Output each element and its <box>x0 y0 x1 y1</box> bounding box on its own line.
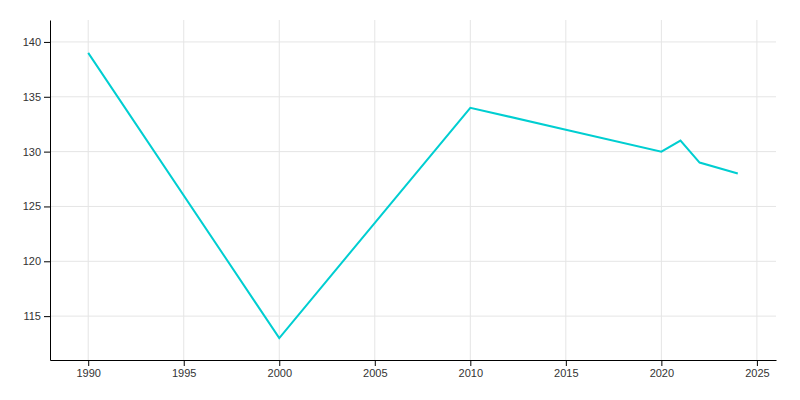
grid-line-x <box>756 20 757 360</box>
grid-line-x <box>661 20 662 360</box>
grid-line-y <box>50 151 776 152</box>
x-tick-mark <box>661 360 662 366</box>
x-tick-mark <box>279 360 280 366</box>
x-tick: 2015 <box>554 360 578 379</box>
x-axis-line <box>51 360 777 361</box>
x-tick-mark <box>88 360 89 366</box>
y-tick: 125 <box>23 200 50 212</box>
x-tick: 1990 <box>76 360 100 379</box>
y-tick: 120 <box>23 255 50 267</box>
grid-line-x <box>279 20 280 360</box>
grid-line-x <box>88 20 89 360</box>
chart-svg: 1990 1995 2000 2005 2010 2015 2020 2025 115 120 12… <box>0 0 800 400</box>
grid-line-y <box>50 206 776 207</box>
y-tick-mark <box>44 206 50 207</box>
grid-line-y <box>50 96 776 97</box>
x-tick-label: 1990 <box>76 367 100 379</box>
marks <box>88 53 738 338</box>
grid-line-x <box>565 20 566 360</box>
x-tick-label: 2005 <box>363 367 387 379</box>
x-tick: 2020 <box>650 360 674 379</box>
y-tick-mark <box>44 97 50 98</box>
grid-line-y <box>50 41 776 42</box>
plot-area: 1990 1995 2000 2005 2010 2015 2020 2025 115 120 12… <box>23 20 777 379</box>
x-tick-label: 2025 <box>745 367 769 379</box>
x-tick: 2000 <box>268 360 292 379</box>
x-tick-label: 2000 <box>268 367 292 379</box>
y-axis: 115 120 125 130 135 140 <box>23 21 51 361</box>
x-tick-mark <box>566 360 567 366</box>
x-tick-label: 2015 <box>554 367 578 379</box>
x-tick-label: 1995 <box>172 367 196 379</box>
y-tick: 140 <box>23 36 50 48</box>
x-tick: 1995 <box>172 360 196 379</box>
x-tick-mark <box>375 360 376 366</box>
x-tick: 2005 <box>363 360 387 379</box>
y-tick-label: 130 <box>23 146 41 158</box>
y-tick-mark <box>44 42 50 43</box>
x-tick-mark <box>757 360 758 366</box>
y-tick-label: 140 <box>23 36 41 48</box>
grid-line-x <box>374 20 375 360</box>
y-tick-mark <box>44 152 50 153</box>
x-tick-label: 2010 <box>459 367 483 379</box>
line <box>88 53 738 338</box>
y-tick-label: 115 <box>23 310 41 322</box>
x-tick: 2010 <box>459 360 483 379</box>
y-tick: 115 <box>23 310 50 322</box>
grid-line-y <box>50 316 776 317</box>
y-tick-label: 120 <box>23 255 41 267</box>
y-tick-label: 125 <box>23 200 41 212</box>
y-axis-line <box>50 21 51 361</box>
grid-line-x <box>470 20 471 360</box>
x-tick-mark <box>184 360 185 366</box>
y-tick-label: 135 <box>23 91 41 103</box>
y-tick: 135 <box>23 91 50 103</box>
x-axis: 1990 1995 2000 2005 2010 2015 2020 2025 <box>51 360 777 379</box>
y-tick: 130 <box>23 146 50 158</box>
grid-line-x <box>183 20 184 360</box>
x-tick-mark <box>470 360 471 366</box>
grid <box>50 20 776 360</box>
x-tick-label: 2020 <box>650 367 674 379</box>
y-tick-mark <box>44 316 50 317</box>
y-tick-mark <box>44 261 50 262</box>
grid-line-y <box>50 261 776 262</box>
x-tick: 2025 <box>745 360 769 379</box>
